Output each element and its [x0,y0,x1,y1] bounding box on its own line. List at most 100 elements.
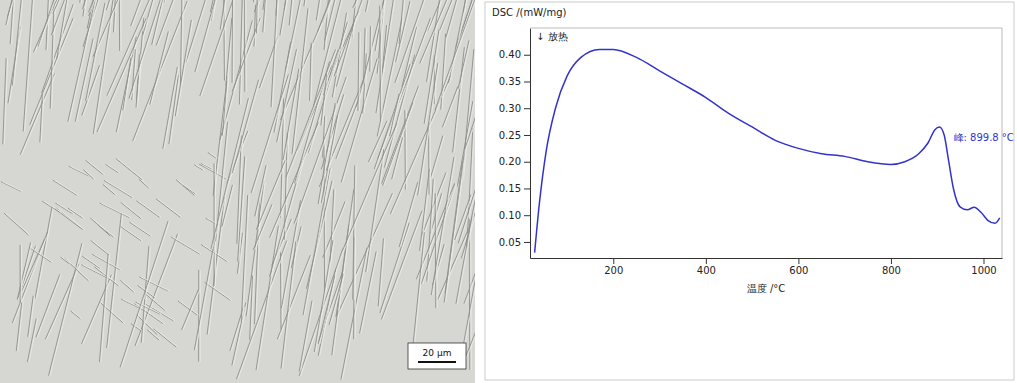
texture-stroke [120,221,168,367]
texture-highlight [136,234,179,346]
texture-highlight [19,243,32,300]
texture-highlight [21,245,22,303]
texture-stroke [232,80,258,173]
texture-stroke [21,232,47,292]
y-tick: 0.15 [499,183,530,194]
texture-highlight [296,61,331,183]
texture-stroke [70,311,80,319]
texture-stroke [106,164,119,172]
texture-stroke [431,157,454,295]
texture-stroke [135,234,178,346]
texture-stroke [435,193,437,308]
texture-highlight [256,165,267,216]
texture-highlight [442,34,447,110]
texture-highlight [361,251,378,333]
texture-highlight [305,0,322,6]
texture-highlight [84,0,112,47]
texture-highlight [147,294,167,310]
texture-stroke [314,240,333,352]
texture-highlight [283,200,302,308]
texture-stroke [431,136,443,178]
texture-stroke [198,270,199,362]
texture-highlight [212,0,245,12]
plot-area [535,49,1000,252]
texture-highlight [14,239,46,323]
texture-highlight [183,289,200,330]
texture-stroke [27,319,36,362]
texture-stroke [154,329,177,347]
x-tick: 600 [789,258,808,276]
texture-highlight [23,232,49,292]
texture-highlight [141,277,170,291]
texture-highlight [423,184,457,284]
texture-highlight [124,58,132,111]
texture-highlight [101,254,110,362]
texture-highlight [87,160,105,174]
texture-stroke [321,74,327,125]
texture-stroke [176,180,194,196]
chart-background [485,2,1014,380]
texture-stroke [281,200,300,308]
texture-stroke [89,0,144,12]
texture-highlight [170,75,179,144]
texture-highlight [177,20,193,116]
texture-stroke [281,241,296,368]
texture-stroke [150,31,169,104]
texture-stroke [16,302,22,351]
texture-highlight [446,153,466,302]
texture-highlight [293,227,303,268]
texture-highlight [426,29,441,123]
texture-highlight [41,94,44,142]
y-tick-label: 0.30 [499,103,521,114]
texture-stroke [329,274,343,325]
texture-highlight [101,203,131,218]
x-tick: 1000 [971,258,996,276]
texture-highlight [444,86,459,127]
texture-stroke [106,0,153,10]
texture-stroke [121,202,141,218]
texture-stroke [86,160,104,174]
x-tick-label: 200 [604,265,623,276]
texture-highlight [367,0,378,12]
texture-highlight [436,0,475,110]
y-tick-label: 0.10 [499,210,521,221]
texture-highlight [131,222,152,236]
texture-stroke [255,165,266,216]
texture-stroke [17,243,30,300]
texture-highlight [381,6,383,122]
x-tick: 200 [604,258,623,276]
scale-bar-label: 20 μm [423,348,452,358]
texture-stroke [380,223,409,313]
texture-stroke [357,32,359,111]
texture-stroke [82,65,100,115]
y-tick: 0.30 [499,103,530,114]
exo-direction-label: ↓ 放热 [536,31,568,42]
texture-stroke [103,184,115,194]
texture-highlight [95,0,116,134]
texture-stroke [253,204,272,250]
texture-highlight [206,282,232,300]
texture-stroke [369,26,371,71]
texture-highlight [130,0,176,98]
texture-stroke [129,0,175,98]
texture-highlight [207,218,216,223]
texture-stroke [418,63,438,195]
texture-highlight [305,168,332,315]
texture-highlight [364,53,368,113]
texture-highlight [132,0,152,26]
texture-highlight [12,0,16,44]
texture-highlight [50,243,83,375]
texture-highlight [331,274,345,325]
y-tick-label: 0.40 [499,49,521,60]
texture-stroke [139,277,168,291]
texture-highlight [337,101,359,159]
texture-highlight [430,127,432,194]
texture-stroke [201,164,212,169]
annotations: ↓ 放热峰: 899.8 °C [536,31,1014,143]
texture-stroke [286,49,336,177]
texture-highlight [95,0,148,57]
texture-highlight [233,0,235,83]
x-tick-mark [706,258,707,264]
texture-highlight [234,18,262,91]
texture-stroke [280,252,281,329]
